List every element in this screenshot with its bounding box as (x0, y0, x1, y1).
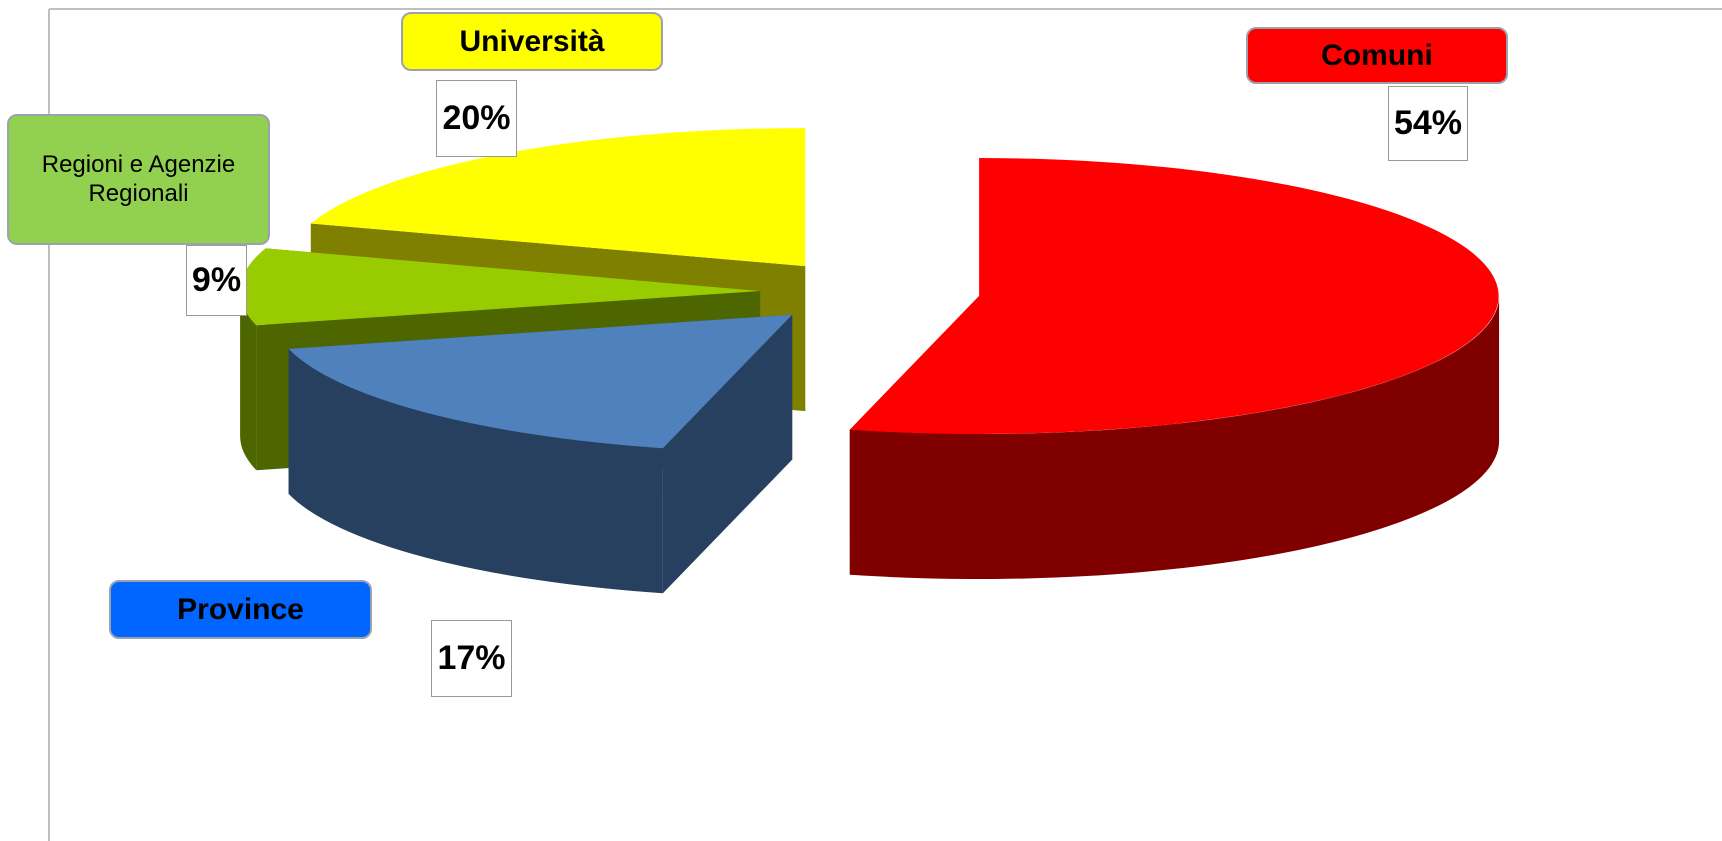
category-label: Province (109, 580, 372, 639)
category-label: Regioni e Agenzie Regionali (7, 114, 270, 245)
slice-outer-side (849, 296, 1500, 580)
slice-top (288, 314, 793, 449)
value-label: 20% (436, 80, 517, 157)
slice-outer-side (288, 348, 663, 594)
category-label: Comuni (1246, 27, 1508, 84)
value-label: 9% (186, 245, 247, 316)
value-label: 54% (1388, 86, 1468, 161)
value-label: 17% (431, 620, 512, 697)
slice-outer-side (240, 291, 257, 471)
category-label: Università (401, 12, 663, 71)
slice-top (310, 128, 806, 267)
slice-top (849, 158, 1499, 434)
slice-top (240, 248, 761, 326)
